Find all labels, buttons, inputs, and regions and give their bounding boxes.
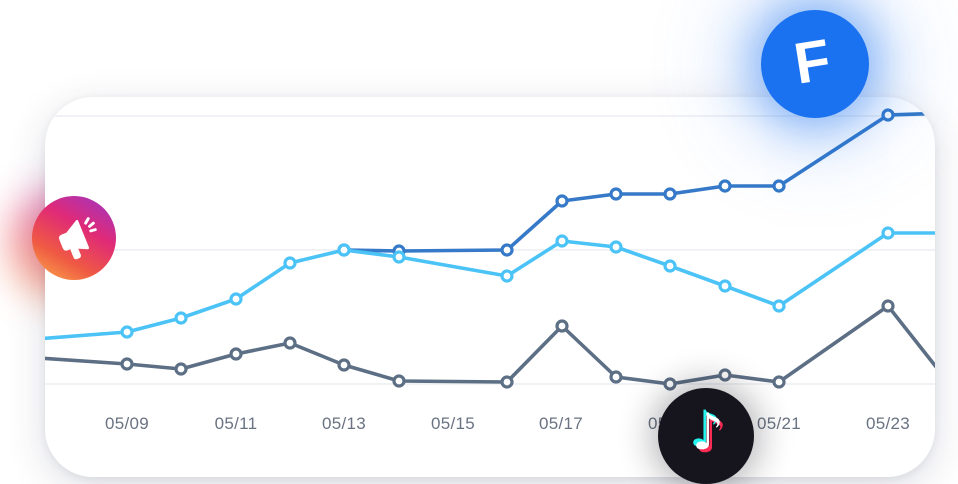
x-axis-label: 05/23 xyxy=(865,414,911,433)
megaphone-icon xyxy=(58,217,97,260)
x-axis-label: 05/21 xyxy=(756,414,802,433)
x-axis-label: 05/15 xyxy=(430,414,476,433)
facebook-badge: F xyxy=(761,10,869,118)
megaphone-badge xyxy=(32,196,116,280)
tiktok-badge: ♪ xyxy=(658,388,754,484)
canvas: { "card": { "background": "#ffffff" }, "… xyxy=(0,0,958,442)
x-axis-label: 05/17 xyxy=(538,414,584,433)
facebook-icon: F xyxy=(790,26,836,97)
x-axis-label: 05/11 xyxy=(214,414,258,433)
tiktok-icon: ♪ xyxy=(692,403,724,461)
x-axis-label: 05/13 xyxy=(321,414,367,433)
x-axis-label: 05/09 xyxy=(104,414,150,433)
